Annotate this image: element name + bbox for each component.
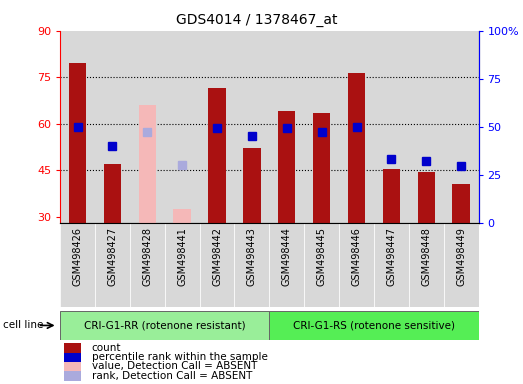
Bar xyxy=(234,223,269,307)
Text: GSM498441: GSM498441 xyxy=(177,227,187,286)
Bar xyxy=(234,31,269,223)
Bar xyxy=(60,311,269,340)
Bar xyxy=(64,344,81,354)
Text: GSM498448: GSM498448 xyxy=(421,227,431,286)
Bar xyxy=(95,223,130,307)
Bar xyxy=(139,105,156,223)
Bar xyxy=(304,223,339,307)
Bar xyxy=(69,63,86,223)
Text: count: count xyxy=(92,343,121,353)
Bar xyxy=(444,31,479,223)
Bar xyxy=(269,223,304,307)
Bar xyxy=(165,223,200,307)
Text: GSM498426: GSM498426 xyxy=(73,227,83,286)
Text: GSM498428: GSM498428 xyxy=(142,227,152,286)
Bar xyxy=(313,113,331,223)
Text: GSM498443: GSM498443 xyxy=(247,227,257,286)
Bar xyxy=(243,148,260,223)
Bar xyxy=(200,223,234,307)
Text: value, Detection Call = ABSENT: value, Detection Call = ABSENT xyxy=(92,361,257,371)
Bar xyxy=(339,223,374,307)
Bar xyxy=(374,31,409,223)
Text: GSM498444: GSM498444 xyxy=(282,227,292,286)
Text: GSM498446: GSM498446 xyxy=(351,227,361,286)
Text: GSM498427: GSM498427 xyxy=(107,227,118,286)
Bar xyxy=(64,353,81,363)
Bar xyxy=(444,223,479,307)
Bar xyxy=(452,184,470,223)
Bar xyxy=(174,209,191,223)
Text: cell line: cell line xyxy=(3,320,43,331)
Bar xyxy=(200,31,234,223)
Bar xyxy=(130,31,165,223)
Bar xyxy=(417,172,435,223)
Bar xyxy=(60,31,95,223)
Text: percentile rank within the sample: percentile rank within the sample xyxy=(92,353,267,362)
Bar xyxy=(339,31,374,223)
Bar xyxy=(104,164,121,223)
Bar xyxy=(60,223,95,307)
Bar xyxy=(348,73,365,223)
Bar xyxy=(208,88,226,223)
Bar xyxy=(269,311,479,340)
Bar xyxy=(269,31,304,223)
Bar xyxy=(409,31,444,223)
Text: GSM498449: GSM498449 xyxy=(456,227,466,286)
Text: rank, Detection Call = ABSENT: rank, Detection Call = ABSENT xyxy=(92,371,252,381)
Text: CRI-G1-RS (rotenone sensitive): CRI-G1-RS (rotenone sensitive) xyxy=(293,320,455,331)
Bar xyxy=(64,362,81,372)
Bar xyxy=(95,31,130,223)
Bar xyxy=(64,371,81,381)
Bar xyxy=(304,31,339,223)
Text: CRI-G1-RR (rotenone resistant): CRI-G1-RR (rotenone resistant) xyxy=(84,320,246,331)
Text: GSM498442: GSM498442 xyxy=(212,227,222,286)
Bar xyxy=(278,111,295,223)
Text: GSM498445: GSM498445 xyxy=(316,227,327,286)
Bar xyxy=(374,223,409,307)
Title: GDS4014 / 1378467_at: GDS4014 / 1378467_at xyxy=(176,13,337,27)
Bar xyxy=(130,223,165,307)
Text: GSM498447: GSM498447 xyxy=(386,227,396,286)
Bar xyxy=(383,169,400,223)
Bar xyxy=(165,31,200,223)
Bar xyxy=(409,223,444,307)
